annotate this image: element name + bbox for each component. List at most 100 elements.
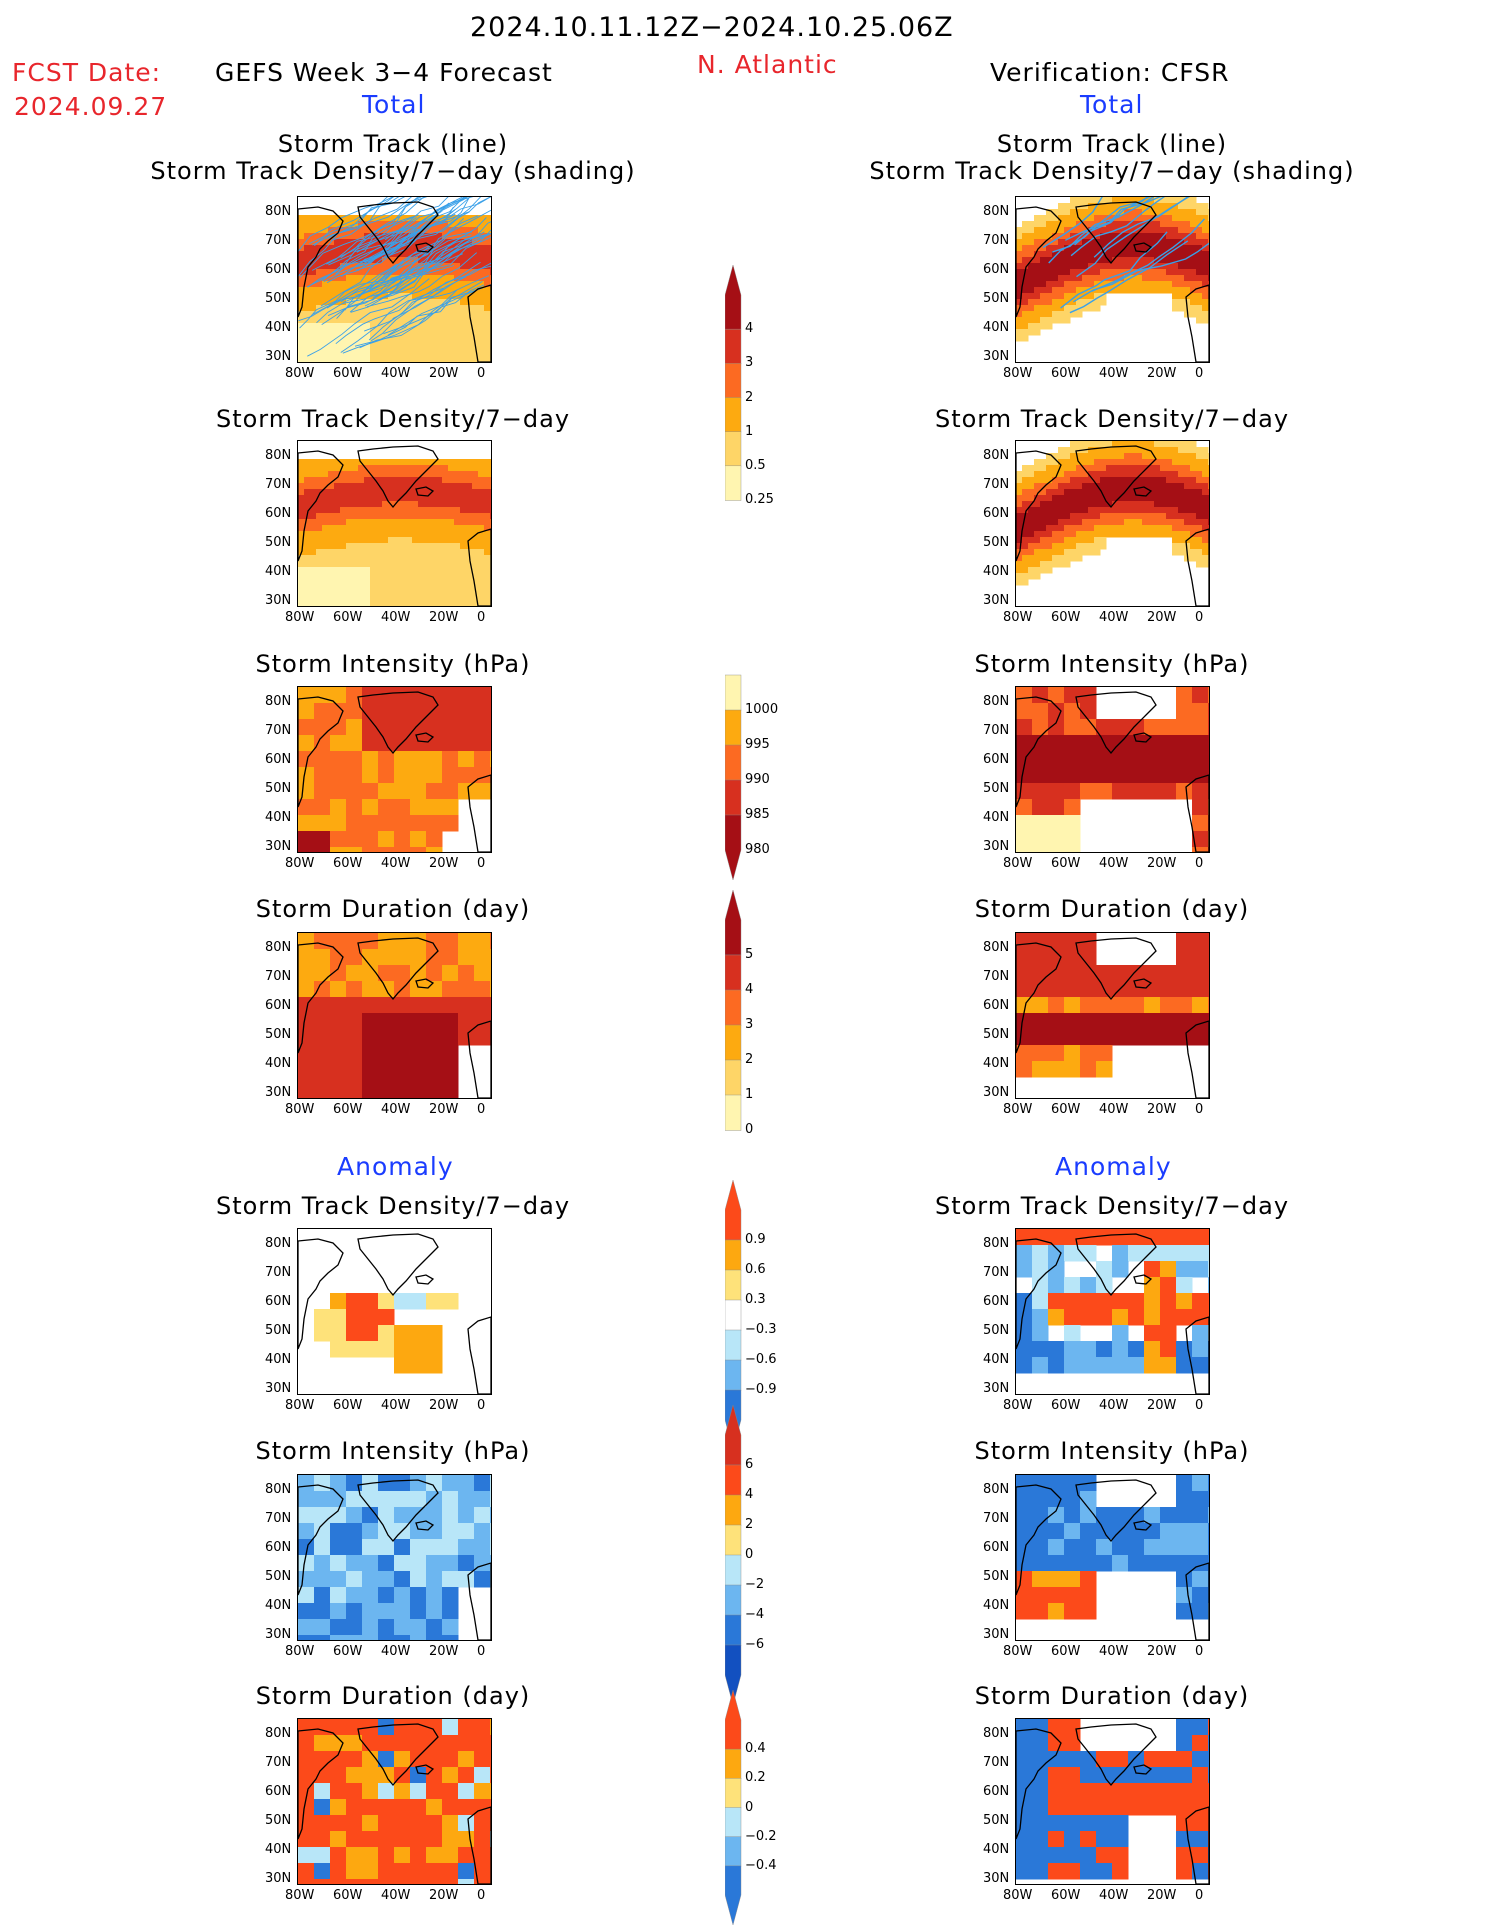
shading-cell <box>1130 477 1137 484</box>
shading-cell <box>1148 281 1155 288</box>
shading-cell <box>418 239 425 246</box>
shading-cell <box>490 949 491 966</box>
shading-cell <box>1022 531 1029 538</box>
shading-cell <box>424 549 431 556</box>
shading-cell <box>410 1077 427 1094</box>
shading-cell <box>1106 495 1113 502</box>
shading-cell <box>478 501 485 508</box>
shading-cell <box>400 215 407 222</box>
shading-cell <box>1040 305 1047 312</box>
shading-cell <box>1202 269 1209 276</box>
shading-cell <box>436 311 443 318</box>
shading-cell <box>394 1539 411 1556</box>
shading-cell <box>1034 269 1041 276</box>
shading-cell <box>334 329 341 336</box>
colorbar-tick-label: 2 <box>745 389 754 405</box>
shading-cell <box>410 1475 427 1492</box>
shading-cell <box>1166 447 1173 454</box>
lat-tick-label: 30N <box>265 1085 292 1100</box>
shading-cell <box>1064 847 1081 852</box>
shading-cell <box>1172 549 1179 556</box>
shading-cell <box>1190 233 1197 240</box>
shading-cell <box>310 359 317 362</box>
storm-track-line <box>393 229 491 294</box>
shading-cell <box>362 1735 379 1752</box>
shading-cell <box>406 353 413 360</box>
shading-cell <box>382 519 389 526</box>
shading-cell <box>1128 1029 1145 1046</box>
shading-cell <box>1100 281 1107 288</box>
shading-cell <box>330 1475 347 1492</box>
shading-cell <box>352 561 359 568</box>
shading-cell <box>394 1491 411 1508</box>
storm-track-line <box>340 217 465 303</box>
shading-cell <box>426 1293 443 1310</box>
shading-cell <box>466 233 473 240</box>
shading-cell <box>436 549 443 556</box>
shading-cell <box>322 335 329 342</box>
shading-cell <box>458 1751 475 1768</box>
shading-cell <box>370 275 377 282</box>
shading-cell <box>1208 269 1209 276</box>
shading-cell <box>1064 1719 1081 1736</box>
shading-cell <box>1124 251 1131 258</box>
shading-cell <box>1048 1293 1065 1310</box>
shading-cell <box>418 591 425 598</box>
shading-cell <box>1178 453 1185 460</box>
shading-cell <box>304 329 311 336</box>
fcst-date-value: 2024.09.27 <box>14 92 168 121</box>
shading-cell <box>454 353 461 360</box>
shading-cell <box>1144 735 1161 752</box>
shading-cell <box>1100 483 1107 490</box>
shading-cell <box>1032 1029 1049 1046</box>
colorbar-tick-label: 0.3 <box>745 1292 766 1307</box>
north-america-outline <box>1016 1728 1062 1840</box>
shading-cell <box>1076 513 1083 520</box>
shading-cell <box>298 311 305 318</box>
shading-cell <box>1172 525 1179 532</box>
shading-cell <box>466 603 473 606</box>
shading-cell <box>436 507 443 514</box>
shading-cell <box>1032 1229 1049 1246</box>
shading-cell <box>314 1523 331 1540</box>
shading-cell <box>1076 311 1083 318</box>
shading-cell <box>484 495 491 502</box>
shading-cell <box>394 1587 411 1604</box>
shading-cell <box>382 257 389 264</box>
shading-cell <box>376 489 383 496</box>
shading-cell <box>364 573 371 580</box>
shading-cell <box>304 263 311 270</box>
shading-cell <box>328 341 335 348</box>
left-total-label: Total <box>362 90 426 119</box>
shading-cell <box>1184 519 1191 526</box>
shading-cell <box>1142 483 1149 490</box>
shading-cell <box>328 513 335 520</box>
shading-cell <box>1052 251 1059 258</box>
storm-track-line <box>1064 197 1162 241</box>
shading-cell <box>1064 215 1071 222</box>
shading-cell <box>424 567 431 574</box>
shading-cell <box>1118 531 1125 538</box>
shading-cell <box>1192 997 1209 1014</box>
shading-cell <box>1160 1751 1177 1768</box>
shading-cell <box>1160 735 1177 752</box>
shading-cell <box>410 767 427 784</box>
shading-cell <box>1124 501 1131 508</box>
shading-cell <box>394 233 401 240</box>
shading-cell <box>1172 513 1179 520</box>
shading-cell <box>426 1555 443 1572</box>
shading-cell <box>1124 239 1131 246</box>
shading-cell <box>394 1341 411 1358</box>
shading-cell <box>394 1061 411 1078</box>
shading-cell <box>466 495 473 502</box>
shading-cell <box>298 561 305 568</box>
shading-cell <box>458 1879 475 1884</box>
shading-cell <box>430 591 437 598</box>
lon-tick-label: 60W <box>333 610 363 625</box>
shading-cell <box>1144 1555 1161 1572</box>
shading-cell <box>1016 1491 1033 1508</box>
shading-cell <box>1094 543 1101 550</box>
shading-cell <box>1202 281 1209 288</box>
shading-cell <box>298 245 305 252</box>
shading-cell <box>1046 323 1053 330</box>
